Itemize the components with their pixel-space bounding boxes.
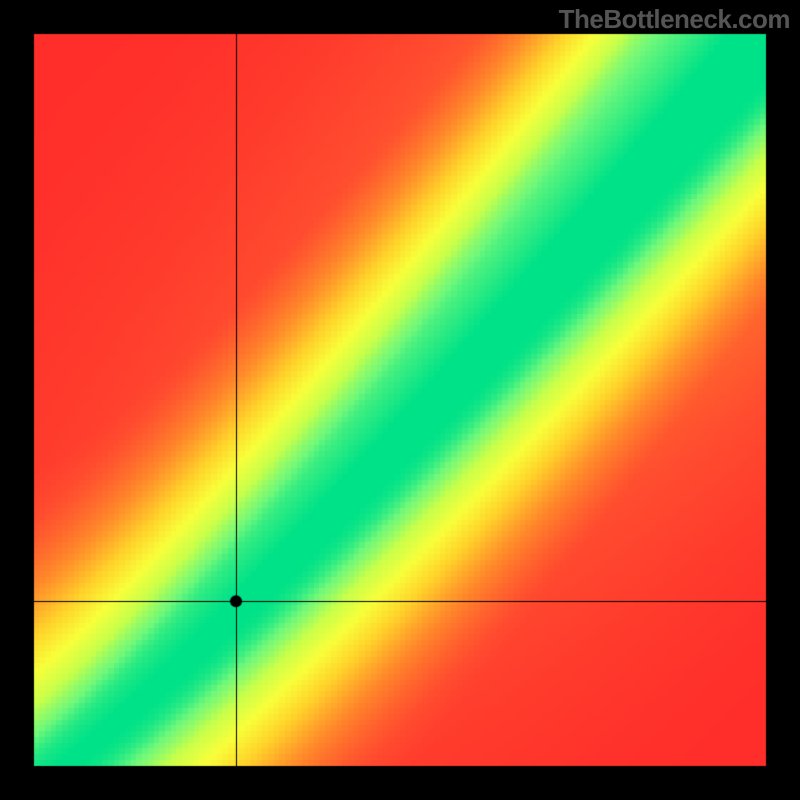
watermark-text: TheBottleneck.com (559, 4, 790, 35)
chart-container: TheBottleneck.com (0, 0, 800, 800)
bottleneck-heatmap (0, 0, 800, 800)
